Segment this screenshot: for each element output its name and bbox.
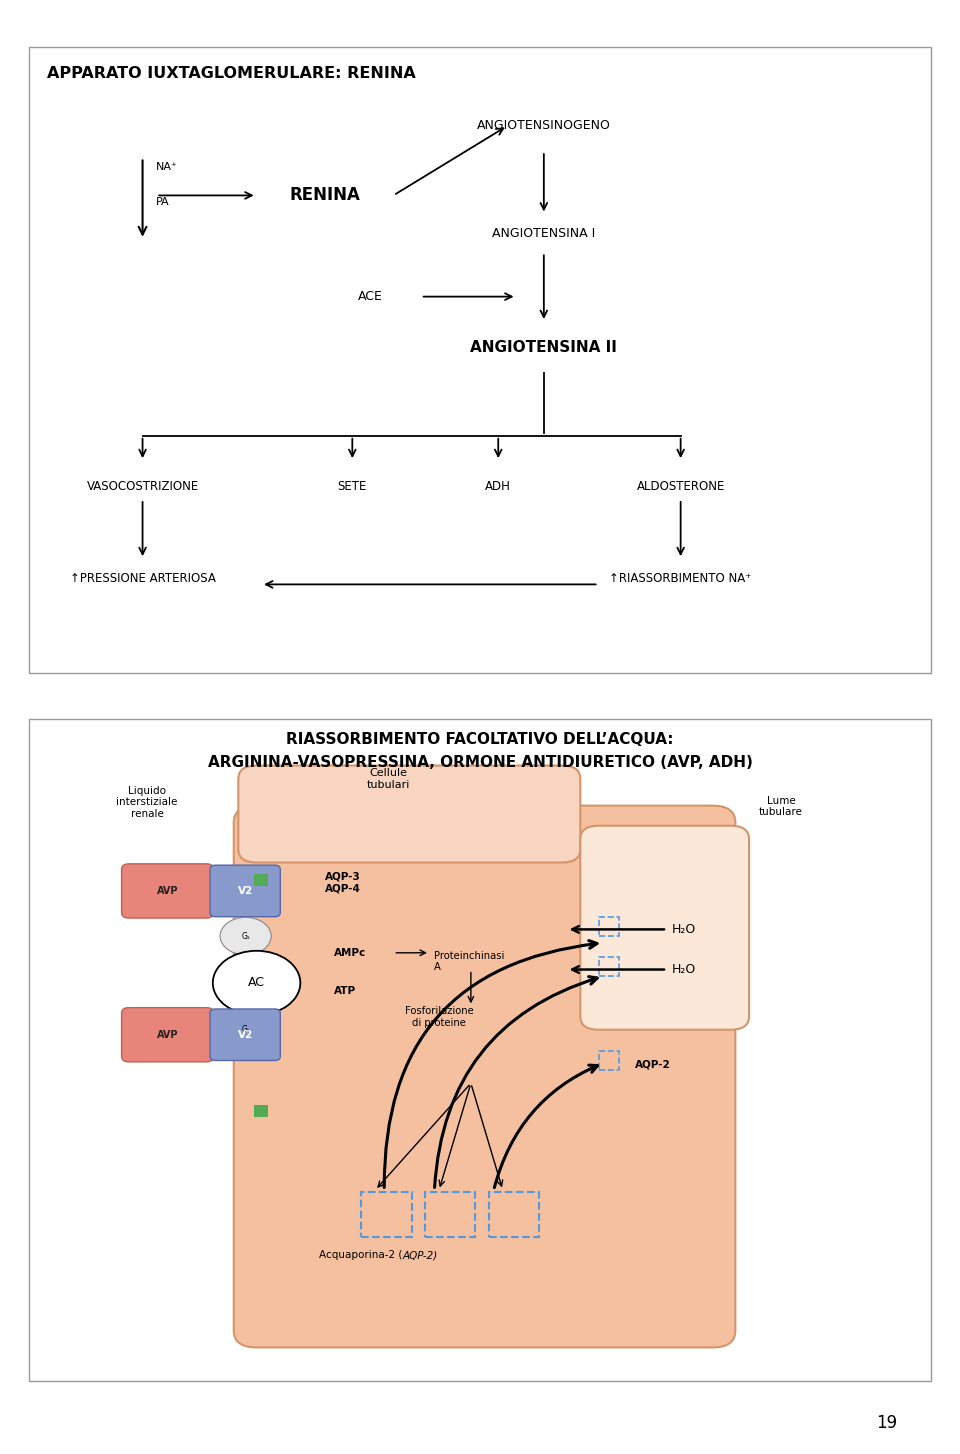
Text: Gₛ: Gₛ [241,932,250,941]
FancyBboxPatch shape [210,865,280,916]
Text: ATP: ATP [334,986,356,996]
Text: APPARATO IUXTAGLOMERULARE: RENINA: APPARATO IUXTAGLOMERULARE: RENINA [47,65,416,81]
Text: Acquaporina-2 (: Acquaporina-2 ( [319,1250,402,1261]
Text: ↑PRESSIONE ARTERIOSA: ↑PRESSIONE ARTERIOSA [70,571,215,585]
Text: Liquido
interstiziale
renale: Liquido interstiziale renale [116,785,178,819]
Text: ARGININA-VASOPRESSINA, ORMONE ANTIDIURETICO (AVP, ADH): ARGININA-VASOPRESSINA, ORMONE ANTIDIURET… [207,756,753,771]
Text: AVP: AVP [156,1029,179,1040]
Text: Fosforilazione
di proteine: Fosforilazione di proteine [404,1006,473,1028]
Text: RIASSORBIMENTO FACOLTATIVO DELL’ACQUA:: RIASSORBIMENTO FACOLTATIVO DELL’ACQUA: [286,731,674,747]
FancyBboxPatch shape [210,1009,280,1060]
Text: ANGIOTENSINA II: ANGIOTENSINA II [470,340,617,355]
FancyBboxPatch shape [122,1008,214,1061]
Text: H₂O: H₂O [672,923,696,936]
Text: AMPc: AMPc [334,948,367,958]
FancyBboxPatch shape [253,1105,269,1117]
Text: AQP-2: AQP-2 [636,1060,671,1070]
Circle shape [220,1011,271,1048]
Text: 19: 19 [876,1413,898,1432]
Circle shape [213,951,300,1015]
Text: PA: PA [156,196,170,206]
FancyBboxPatch shape [234,806,735,1348]
Text: Cellule
tubulari: Cellule tubulari [367,768,411,790]
Text: AQP-2): AQP-2) [402,1250,438,1261]
Text: Lume
tubulare: Lume tubulare [759,795,803,817]
Text: AVP: AVP [156,885,179,896]
Text: ↑RIASSORBIMENTO NA⁺: ↑RIASSORBIMENTO NA⁺ [610,571,752,585]
Text: VASOCOSTRIZIONE: VASOCOSTRIZIONE [86,480,199,493]
Text: ANGIOTENSINA I: ANGIOTENSINA I [492,227,595,240]
Text: RENINA: RENINA [290,186,360,205]
Text: Proteinchinasi
A: Proteinchinasi A [434,951,505,973]
Text: ADH: ADH [486,480,511,493]
Text: V2: V2 [237,885,252,896]
Text: ACE: ACE [358,291,383,302]
Text: AQP-3
AQP-4: AQP-3 AQP-4 [324,872,361,893]
Text: NA⁺: NA⁺ [156,161,179,172]
FancyBboxPatch shape [122,864,214,917]
Text: AC: AC [248,977,265,989]
FancyBboxPatch shape [238,765,580,862]
Circle shape [220,917,271,955]
FancyBboxPatch shape [29,47,931,673]
Text: ALDOSTERONE: ALDOSTERONE [636,480,725,493]
Text: V2: V2 [237,1029,252,1040]
FancyBboxPatch shape [253,874,269,885]
Text: Gₛ: Gₛ [241,1025,250,1034]
Text: SETE: SETE [338,480,367,493]
Text: H₂O: H₂O [672,963,696,976]
Text: ANGIOTENSINOGENO: ANGIOTENSINOGENO [477,119,611,132]
FancyBboxPatch shape [580,826,749,1029]
FancyBboxPatch shape [29,718,931,1381]
